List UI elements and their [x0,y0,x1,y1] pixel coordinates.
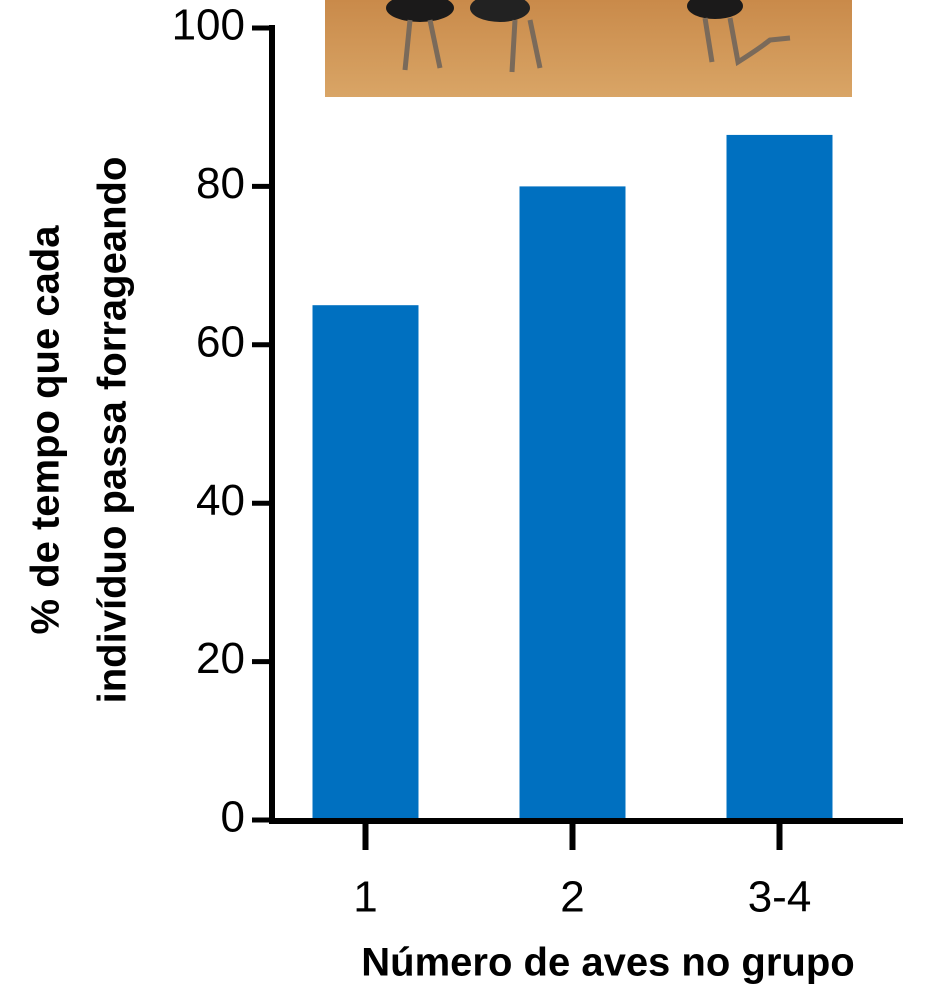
y-axis-title: % de tempo que cada [24,225,68,635]
page: % de tempo que cada indivíduo passa forr… [0,0,948,992]
x-tick-label: 2 [560,873,584,922]
y-axis-title: indivíduo passa forrageando [91,157,135,704]
x-tick-label: 3-4 [748,873,812,922]
y-tick-label: 100 [172,1,245,50]
x-tick-label: 1 [353,873,377,922]
y-tick-label: 60 [196,317,245,366]
x-axis-title: Número de aves no grupo [361,941,854,985]
y-tick-label: 40 [196,476,245,525]
y-tick-label: 80 [196,159,245,208]
y-tick-label: 0 [221,793,245,842]
y-tick-label: 20 [196,634,245,683]
chart: % de tempo que cada indivíduo passa forr… [0,0,948,992]
bar [520,186,626,820]
bar [727,135,833,820]
photo [325,0,852,97]
bar [313,305,419,820]
